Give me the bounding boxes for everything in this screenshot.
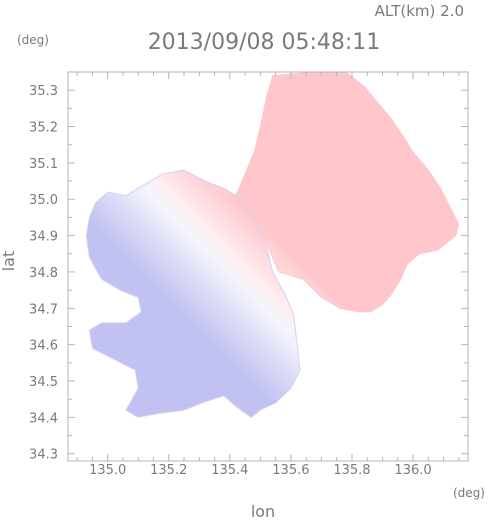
y-tick-label: 34.7 <box>29 302 58 317</box>
altitude-label: ALT(km) 2.0 <box>375 2 464 20</box>
x-tick-label: 135.8 <box>333 463 370 478</box>
y-tick-label: 34.8 <box>29 266 58 281</box>
y-tick-label: 35.2 <box>29 121 58 136</box>
x-axis-label: lon <box>251 502 275 521</box>
y-tick-label: 34.4 <box>29 411 58 426</box>
y-axis-label: lat <box>0 251 18 272</box>
x-tick-label: 135.4 <box>211 463 248 478</box>
plot-frame <box>67 71 469 462</box>
negative-velocity-region <box>85 169 301 419</box>
x-tick-label: 136.0 <box>394 463 431 478</box>
x-tick-label: 135.6 <box>272 463 309 478</box>
chart-title: 2013/09/08 05:48:11 <box>148 30 381 55</box>
x-unit-label: (deg) <box>453 486 485 500</box>
y-tick-label: 34.5 <box>29 375 58 390</box>
y-tick-label: 35.3 <box>29 84 58 99</box>
axis-tick-labels: 135.0 135.2 135.4 135.6 135.8 136.0 34.3 34.4 34… <box>29 84 432 478</box>
y-tick-label: 34.3 <box>29 448 58 463</box>
axis-ticks <box>68 71 468 461</box>
velocity-field <box>85 71 460 419</box>
x-tick-label: 135.0 <box>89 463 126 478</box>
y-tick-label: 34.6 <box>29 339 58 354</box>
y-unit-label: (deg) <box>17 33 49 47</box>
x-tick-label: 135.2 <box>150 463 187 478</box>
y-tick-label: 34.9 <box>29 230 58 245</box>
y-tick-label: 35.1 <box>29 157 58 172</box>
y-tick-label: 35.0 <box>29 193 58 208</box>
